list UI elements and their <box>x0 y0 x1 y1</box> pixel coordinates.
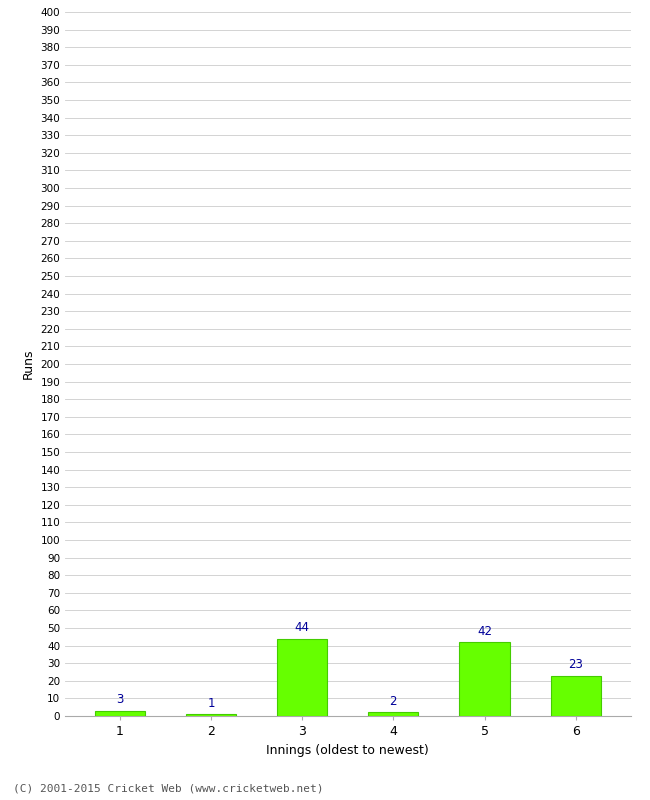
Bar <box>551 675 601 716</box>
Y-axis label: Runs: Runs <box>22 349 35 379</box>
Bar <box>460 642 510 716</box>
Text: 2: 2 <box>389 695 397 708</box>
Text: 23: 23 <box>568 658 583 671</box>
Text: 1: 1 <box>207 697 214 710</box>
X-axis label: Innings (oldest to newest): Innings (oldest to newest) <box>266 743 429 757</box>
Text: 44: 44 <box>294 621 309 634</box>
Bar <box>277 638 327 716</box>
Text: 3: 3 <box>116 694 124 706</box>
Bar <box>186 714 236 716</box>
Bar <box>95 710 145 716</box>
Text: (C) 2001-2015 Cricket Web (www.cricketweb.net): (C) 2001-2015 Cricket Web (www.cricketwe… <box>13 784 324 794</box>
Text: 42: 42 <box>477 625 492 638</box>
Bar <box>369 713 419 716</box>
